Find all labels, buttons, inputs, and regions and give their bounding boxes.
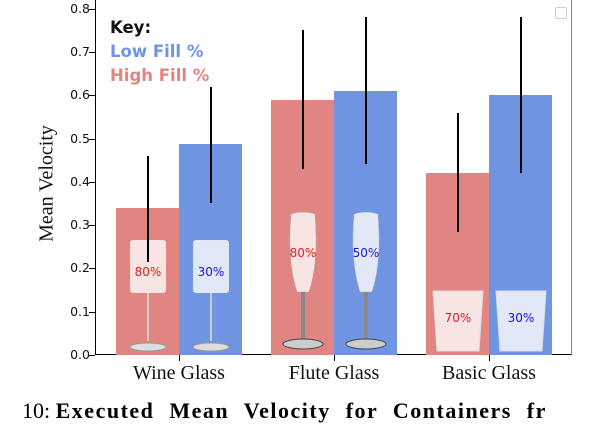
flute-glass-icon: 50% <box>344 211 388 352</box>
y-tick-label: 0.5 <box>70 130 90 146</box>
legend: Key: Low Fill % High Fill % <box>110 16 209 88</box>
wine-glass-icon: 80% <box>128 239 168 354</box>
x-tick-mark <box>489 355 490 361</box>
y-tick-mark <box>89 225 95 227</box>
y-tick-mark <box>89 8 95 10</box>
legend-low-fill: Low Fill % <box>110 42 204 61</box>
x-tick-label: Basic Glass <box>442 362 536 384</box>
y-tick-mark <box>89 311 95 313</box>
caption-text: Executed Mean Velocity for Containers fr <box>55 398 547 423</box>
x-tick-mark <box>334 355 335 361</box>
error-bar <box>301 30 304 169</box>
basic-glass-icon: 70% <box>431 289 485 353</box>
y-tick-mark <box>89 51 95 53</box>
y-tick-label: 0.6 <box>70 87 90 103</box>
y-tick-mark <box>89 181 95 183</box>
y-tick-label: 0.8 <box>70 0 90 16</box>
y-tick-mark <box>89 355 95 356</box>
legend-handle-icon <box>555 7 567 19</box>
y-tick-label: 0.0 <box>70 347 90 362</box>
y-tick-label: 0.1 <box>70 303 90 319</box>
error-bar <box>209 86 212 204</box>
basic-glass-icon: 30% <box>494 289 548 353</box>
fill-percent-label: 50% <box>352 246 380 260</box>
y-tick-mark <box>89 268 95 270</box>
legend-high-fill: High Fill % <box>110 66 210 85</box>
caption-number: 10: <box>22 398 51 423</box>
fill-percent-label: 80% <box>289 246 317 260</box>
y-tick-label: 0.7 <box>70 43 90 59</box>
error-bar <box>456 112 459 232</box>
legend-title: Key: <box>110 18 152 37</box>
fill-percent-label: 70% <box>444 311 472 325</box>
error-bar <box>364 17 367 165</box>
error-bar <box>519 17 522 174</box>
fill-percent-label: 30% <box>197 265 225 279</box>
x-tick-label: Flute Glass <box>288 362 380 384</box>
flute-glass-icon: 80% <box>281 211 325 352</box>
x-tick-label: Wine Glass <box>133 362 225 384</box>
figure-caption: 10: Executed Mean Velocity for Container… <box>22 398 547 424</box>
x-tick-mark <box>179 355 180 361</box>
y-tick-label: 0.2 <box>70 260 90 276</box>
fill-percent-label: 30% <box>507 311 535 325</box>
fill-percent-label: 80% <box>134 265 162 279</box>
y-tick-label: 0.4 <box>70 173 90 189</box>
y-tick-label: 0.3 <box>70 217 90 233</box>
wine-glass-icon: 30% <box>191 239 231 354</box>
y-tick-mark <box>89 95 95 97</box>
y-tick-mark <box>89 138 95 140</box>
error-bar <box>146 155 149 262</box>
